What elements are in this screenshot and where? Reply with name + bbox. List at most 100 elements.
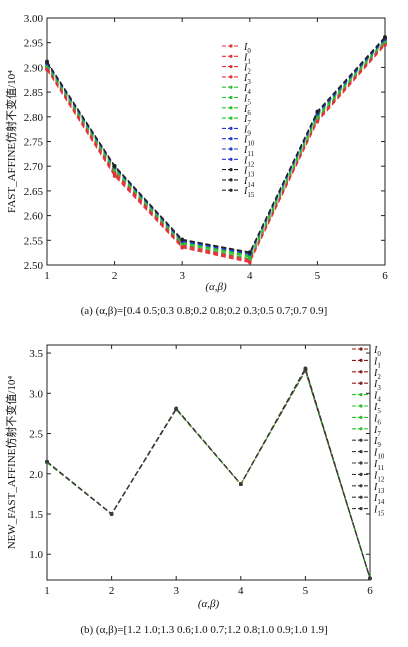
x-axis-label: (α,β)	[198, 598, 220, 610]
x-tick-label: 4	[247, 270, 253, 282]
x-tick-label: 4	[238, 585, 244, 597]
series-line-I3	[46, 368, 371, 579]
legend-marker	[229, 157, 233, 161]
x-tick-label: 5	[303, 585, 309, 597]
legend-label: I10	[373, 448, 385, 461]
series-line-I12	[46, 37, 386, 254]
y-tick-label: 2.60	[24, 211, 44, 223]
legend-label: I6	[373, 413, 381, 426]
x-tick-label: 3	[173, 585, 179, 597]
legend-marker	[359, 438, 363, 442]
series-line-I15	[46, 366, 371, 579]
y-tick-label: 2.70	[24, 161, 44, 173]
y-tick-label: 2.80	[24, 112, 44, 124]
series-line-I12	[46, 367, 371, 579]
legend-label: I9	[373, 436, 381, 449]
legend-marker	[359, 461, 363, 465]
x-tick-label: 6	[382, 270, 388, 282]
series-line-I7	[46, 368, 371, 579]
legend-label: I1	[373, 356, 381, 369]
legend-label: I3	[373, 379, 381, 392]
legend-marker	[359, 370, 363, 374]
legend-label: I9	[243, 124, 251, 137]
y-axis-label: NEW_FAST_AFFINE仿射不变值/10⁴	[4, 376, 18, 550]
series-line-I13	[46, 367, 371, 579]
data-point-I15	[383, 34, 387, 39]
y-tick-label: 2.85	[24, 87, 44, 99]
series-line-I11	[46, 367, 371, 579]
legend-marker	[359, 415, 363, 419]
data-point-I15	[45, 59, 49, 64]
legend-marker	[229, 106, 233, 110]
legend-marker	[359, 484, 363, 488]
legend-marker	[229, 178, 233, 182]
series-line-I3	[46, 41, 386, 261]
legend-label: I14	[243, 176, 255, 189]
y-tick-label: 1.0	[29, 549, 43, 561]
legend-marker	[359, 404, 363, 408]
legend-label: I1	[243, 52, 251, 65]
data-point-I15	[45, 459, 49, 464]
legend-label: I5	[243, 94, 251, 107]
y-tick-label: 2.90	[24, 62, 44, 74]
series-line-I15	[46, 36, 386, 253]
series-line-I7	[46, 39, 386, 256]
legend-marker	[359, 427, 363, 431]
series-line-I2	[46, 369, 371, 579]
legend-marker	[229, 44, 233, 48]
legend-label: I0	[243, 42, 251, 55]
series-line-I5	[46, 368, 371, 579]
legend-label: I12	[373, 470, 385, 483]
legend-label: I11	[243, 145, 255, 158]
legend-marker	[359, 472, 363, 476]
series-line-I1	[46, 43, 386, 263]
legend-marker	[359, 507, 363, 511]
data-point-I15	[368, 576, 372, 581]
x-tick-label: 5	[315, 270, 321, 282]
y-tick-label: 3.00	[24, 13, 44, 25]
series-line-I5	[46, 40, 386, 258]
legend-label: I11	[373, 459, 385, 472]
chart-b: 1.0 1.5 2.0 2.5 3.0 3.5 1 2 3 4 5 6 I0I1I2I3I4I5I6I7…	[4, 344, 385, 636]
y-tick-label: 2.50	[24, 260, 44, 272]
chart-a: 2.50 2.55 2.60 2.65 2.70 2.75 2.80 2.85 2.90 2.95…	[4, 13, 388, 317]
legend-label: I13	[243, 166, 255, 179]
series-line-I13	[46, 37, 386, 254]
legend-label: I4	[373, 391, 381, 404]
legend-label: I10	[243, 135, 255, 148]
y-tick-label: 2.5	[29, 429, 43, 441]
legend-marker	[229, 137, 233, 141]
y-tick-label: 3.5	[29, 348, 43, 360]
series-line-I9	[46, 38, 386, 255]
legend-label: I15	[373, 505, 385, 518]
legend-marker	[229, 54, 233, 58]
legend-marker	[229, 95, 233, 100]
x-tick-label: 1	[44, 585, 50, 597]
data-point-I15	[303, 366, 308, 371]
legend-label: I15	[243, 186, 255, 199]
y-tick-label: 2.75	[24, 137, 44, 149]
legend-label: I4	[243, 83, 251, 96]
legend-label: I2	[243, 63, 251, 76]
series-line-I9	[46, 367, 371, 579]
legend-label: I14	[373, 493, 385, 506]
legend-marker	[359, 450, 363, 454]
series-line-I1	[46, 369, 371, 579]
x-tick-label: 1	[44, 270, 50, 282]
data-point-I15	[239, 482, 243, 487]
series-line-I4	[46, 41, 386, 260]
series-line-I6	[46, 368, 371, 579]
legend-marker	[359, 358, 363, 362]
x-axis-label: (α,β)	[205, 281, 227, 293]
figure-caption: (b) (α,β)=[1.2 1.0;1.3 0.6;1.0 0.7;1.2 0…	[80, 624, 327, 636]
legend-label: I7	[373, 425, 381, 438]
legend-marker	[229, 116, 233, 120]
data-point-I15	[180, 237, 184, 242]
series-line-I4	[46, 368, 371, 579]
legend-marker	[359, 393, 363, 397]
data-point-I15	[109, 512, 114, 516]
series-line-I2	[46, 42, 386, 262]
legend-label: I2	[373, 368, 381, 381]
